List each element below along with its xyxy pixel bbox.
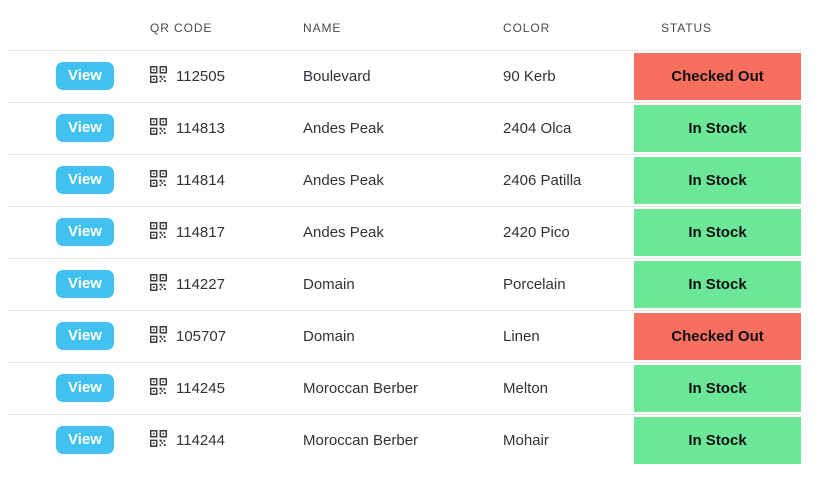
qr-code-value: 114244 [176,431,225,449]
status-badge: Checked Out [634,312,801,360]
view-button[interactable]: View [56,114,114,142]
status-cell: In Stock [634,102,801,154]
qr-code-cell: 114813 [142,102,295,154]
status-badge: In Stock [634,364,801,412]
view-button[interactable]: View [56,270,114,298]
view-button[interactable]: View [56,166,114,194]
column-header-name: NAME [303,20,342,35]
qr-code-wrap: 114227 [150,273,225,295]
qr-code-value: 114813 [176,119,225,137]
qr-code-icon [150,325,167,347]
inventory-table: QR CODE NAME COLOR STATUS View [8,6,801,466]
table-row: View [8,310,801,362]
color-cell: Melton [503,379,549,397]
qr-code-cell: 112505 [142,50,295,102]
view-button[interactable]: View [56,426,114,455]
column-header-color: COLOR [503,20,551,35]
color-cell: 2404 Olca [503,119,572,137]
status-cell: Checked Out [634,50,801,102]
column-header-qr-code: QR CODE [150,20,213,35]
qr-code-wrap: 114245 [150,377,225,399]
status-badge: In Stock [634,104,801,152]
qr-code-value: 105707 [176,327,227,345]
qr-code-icon [150,377,167,399]
qr-code-cell: 114245 [142,362,295,414]
qr-code-value: 112505 [176,67,225,85]
table-row: View [8,102,801,154]
table-row: View [8,206,801,258]
view-cell: View [8,258,142,310]
color-cell: Porcelain [503,275,566,293]
view-cell: View [8,206,142,258]
status-badge: Checked Out [634,52,801,100]
status-cell: In Stock [634,154,801,206]
table-row: View [8,362,801,414]
name-cell: Domain [303,327,355,345]
view-button[interactable]: View [56,62,114,90]
view-cell: View [8,414,142,466]
qr-code-wrap: 114813 [150,117,225,139]
name-cell: Boulevard [303,67,371,85]
name-cell: Andes Peak [303,171,384,189]
color-cell: 90 Kerb [503,67,556,85]
color-cell: 2420 Pico [503,223,570,241]
view-cell: View [8,50,142,102]
inventory-table-container: QR CODE NAME COLOR STATUS View [8,6,801,466]
color-cell: Mohair [503,431,549,449]
qr-code-value: 114814 [176,171,225,189]
view-button[interactable]: View [56,218,114,246]
view-button[interactable]: View [56,374,114,402]
qr-code-value: 114227 [176,275,225,293]
table-row: View [8,414,801,466]
qr-code-wrap: 114814 [150,169,225,191]
inventory-table-body: View [8,50,801,466]
qr-code-icon [150,221,167,243]
qr-code-wrap: 114244 [150,429,225,451]
status-badge: In Stock [634,156,801,204]
name-cell: Andes Peak [303,223,384,241]
header-row: QR CODE NAME COLOR STATUS [8,6,801,50]
qr-code-wrap: 112505 [150,65,225,87]
table-row: View [8,50,801,102]
qr-code-icon [150,169,167,191]
status-cell: In Stock [634,414,801,466]
table-row: View [8,154,801,206]
qr-code-wrap: 105707 [150,325,227,347]
status-badge: In Stock [634,416,801,464]
status-cell: Checked Out [634,310,801,362]
status-cell: In Stock [634,206,801,258]
qr-code-cell: 114227 [142,258,295,310]
status-cell: In Stock [634,362,801,414]
view-cell: View [8,102,142,154]
qr-code-value: 114245 [176,379,225,397]
qr-code-icon [150,429,167,451]
qr-code-cell: 114814 [142,154,295,206]
table-header: QR CODE NAME COLOR STATUS [8,6,801,50]
qr-code-cell: 114244 [142,414,295,466]
view-cell: View [8,154,142,206]
view-button[interactable]: View [56,322,114,350]
table-row: View [8,258,801,310]
status-cell: In Stock [634,258,801,310]
qr-code-icon [150,117,167,139]
qr-code-icon [150,65,167,87]
qr-code-wrap: 114817 [150,221,225,243]
status-badge: In Stock [634,260,801,308]
color-cell: Linen [503,327,540,345]
name-cell: Moroccan Berber [303,379,419,397]
view-cell: View [8,310,142,362]
color-cell: 2406 Patilla [503,171,582,189]
qr-code-value: 114817 [176,223,225,241]
column-header-status: STATUS [661,20,712,35]
qr-code-cell: 105707 [142,310,295,362]
status-badge: In Stock [634,208,801,256]
name-cell: Domain [303,275,355,293]
qr-code-icon [150,273,167,295]
qr-code-cell: 114817 [142,206,295,258]
name-cell: Moroccan Berber [303,431,419,449]
view-cell: View [8,362,142,414]
column-header-view [8,6,142,50]
name-cell: Andes Peak [303,119,384,137]
